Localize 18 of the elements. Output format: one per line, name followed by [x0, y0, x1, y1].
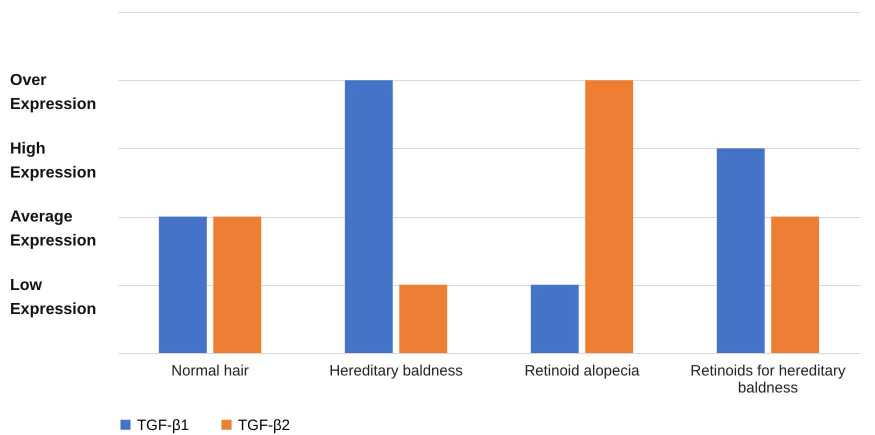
legend-label: TGF-β2 [238, 416, 290, 434]
legend-label: TGF-β1 [137, 416, 189, 434]
bar [158, 216, 207, 353]
text: Over Expression [10, 72, 96, 114]
bar [344, 80, 393, 353]
bar [585, 80, 634, 353]
bar [213, 216, 262, 353]
text: Low Expression [10, 276, 96, 318]
x-tick-label: Normal hair [171, 362, 249, 380]
x-tick-label: Retinoids for hereditary baldness [690, 362, 846, 396]
bar [771, 216, 820, 353]
x-tick-label: Hereditary baldness [329, 362, 463, 380]
text: High Expression [10, 140, 96, 182]
x-tick-label: Retinoid alopecia [524, 362, 640, 380]
text: Average Expression [10, 208, 96, 250]
bar [530, 284, 579, 353]
bar [399, 284, 448, 353]
bar [716, 148, 765, 353]
